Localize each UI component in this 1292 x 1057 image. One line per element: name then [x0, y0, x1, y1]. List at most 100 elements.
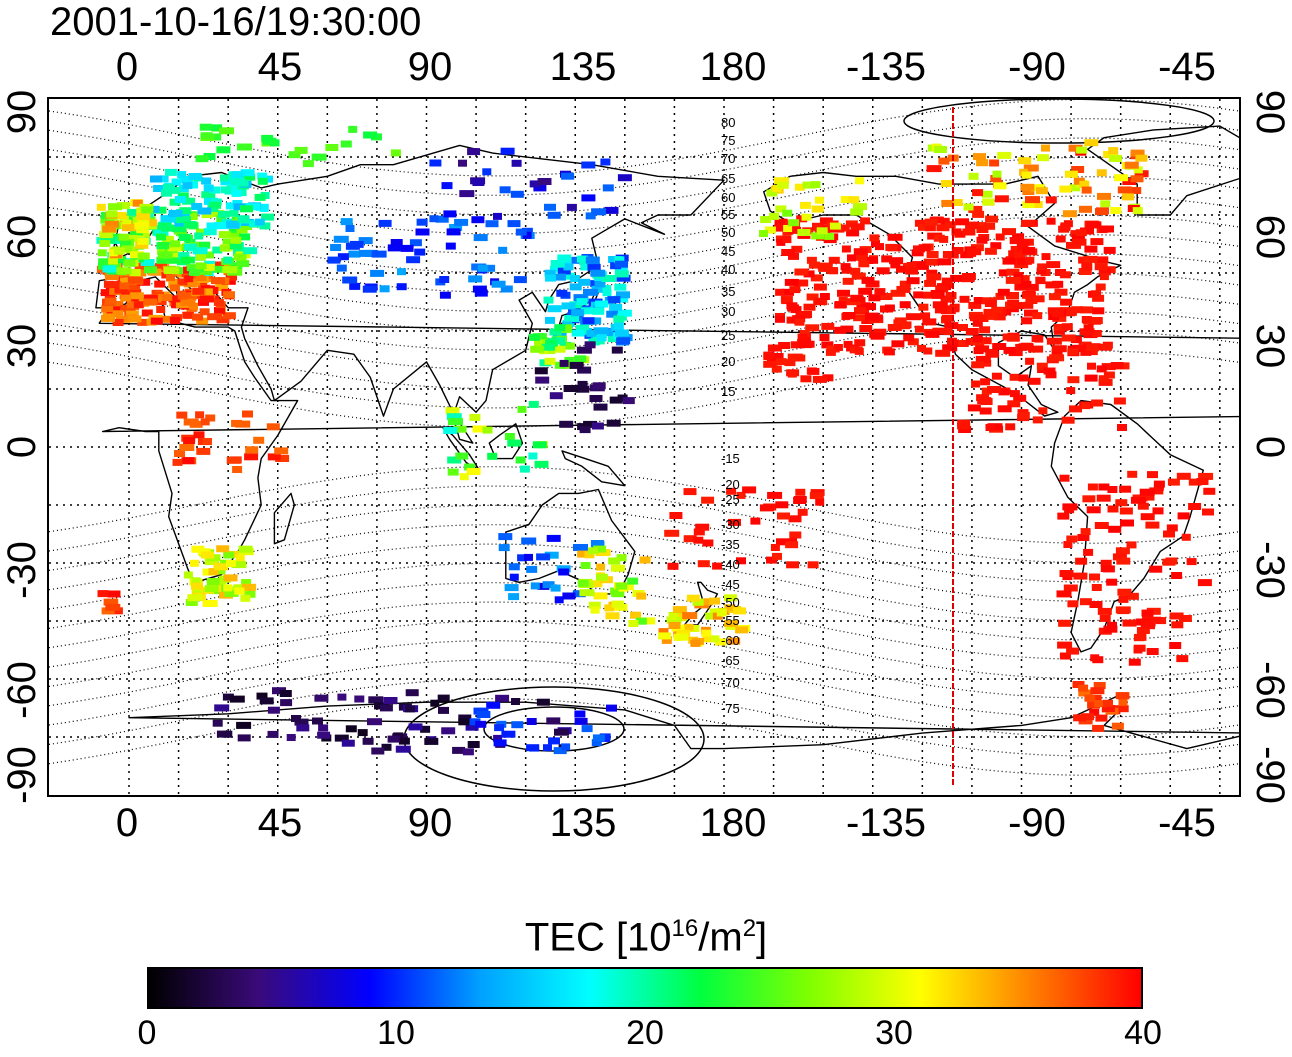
tec-cell	[1061, 334, 1076, 342]
tec-cell	[543, 296, 554, 304]
tec-cell	[245, 446, 259, 454]
tec-cell	[554, 345, 566, 353]
tec-cell	[549, 392, 563, 400]
tec-cell	[1055, 235, 1066, 243]
tec-cell	[611, 600, 624, 608]
tec-cell	[628, 620, 639, 627]
tec-cell	[1022, 246, 1036, 254]
tec-cell	[498, 544, 510, 552]
tec-cell	[788, 515, 802, 523]
tec-cell	[607, 296, 621, 304]
tec-cell	[1089, 601, 1103, 608]
tec-cell	[1119, 485, 1132, 493]
tec-cell	[735, 626, 749, 634]
tec-cell	[476, 711, 491, 718]
tec-cell	[179, 207, 192, 215]
tec-cell	[127, 276, 143, 284]
tec-cell	[944, 221, 956, 229]
tec-cell	[563, 385, 579, 392]
tec-cell	[469, 413, 481, 421]
tec-cell	[406, 256, 421, 264]
tec-cell	[244, 453, 259, 461]
tec-cell	[926, 269, 938, 277]
tec-cell	[493, 212, 502, 220]
tec-cell	[1094, 263, 1108, 271]
tec-cell	[1100, 343, 1113, 351]
tec-cell	[542, 581, 555, 589]
tec-cell	[575, 385, 590, 393]
tec-cell	[682, 612, 698, 620]
tec-cell	[923, 258, 938, 266]
tec-cell	[482, 426, 493, 434]
tec-cell	[206, 222, 218, 230]
tec-cell	[141, 309, 153, 317]
tec-cell	[876, 267, 890, 275]
tec-cell	[811, 205, 824, 213]
tec-cell	[1110, 362, 1124, 369]
tec-cell	[430, 699, 440, 707]
tec-cell	[595, 573, 608, 581]
tec-cell	[1037, 154, 1049, 162]
bottom-lon-tick: 180	[699, 801, 767, 845]
colorbar-tick-label: 20	[626, 1014, 664, 1052]
tec-cell	[429, 215, 439, 223]
tec-cell	[119, 282, 130, 290]
tec-cell	[189, 268, 200, 276]
tec-cell	[1047, 307, 1062, 315]
tec-cell	[220, 174, 229, 182]
tec-cell	[613, 322, 624, 330]
tec-cell	[906, 262, 917, 269]
tec-cell	[544, 357, 556, 365]
tec-cell	[1019, 275, 1030, 283]
tec-cell	[811, 232, 825, 240]
tec-cell	[571, 329, 585, 337]
tec-cell	[172, 458, 183, 466]
tec-cell	[467, 741, 480, 748]
tec-cell	[200, 551, 214, 559]
colorbar-tick-label: 0	[137, 1014, 157, 1052]
tec-cell	[126, 301, 139, 309]
tec-cell	[465, 723, 479, 731]
tec-cell	[936, 224, 950, 232]
tec-cell	[154, 280, 166, 288]
tec-cell	[794, 354, 806, 362]
tec-cell	[249, 220, 260, 228]
tec-cell	[1008, 349, 1023, 357]
tec-cell	[1188, 503, 1202, 510]
tec-cell	[669, 512, 683, 519]
tec-cell	[797, 333, 808, 341]
tec-cell	[661, 636, 672, 644]
tec-cell	[865, 280, 880, 288]
tec-cell	[949, 303, 960, 311]
tec-cell	[767, 344, 782, 352]
tec-cell	[213, 298, 224, 306]
tec-cell	[841, 245, 851, 253]
tec-cell	[907, 338, 919, 346]
tec-cell	[684, 623, 694, 631]
tec-cell	[1122, 178, 1137, 185]
tec-cell	[223, 256, 233, 264]
contour-label: -65	[721, 653, 740, 668]
tec-cell	[452, 746, 466, 754]
tec-cell	[914, 219, 925, 227]
tec-cell	[229, 242, 243, 250]
tec-cell	[1075, 557, 1088, 565]
tec-cell	[793, 497, 807, 504]
tec-cell	[1021, 171, 1032, 179]
tec-cell	[976, 394, 990, 402]
left-lat-tick: 90	[0, 89, 44, 135]
tec-cell	[549, 265, 564, 273]
tec-cell	[1108, 147, 1119, 155]
tec-cell	[562, 592, 576, 600]
tec-cell	[555, 337, 566, 345]
tec-cell	[1065, 308, 1077, 316]
north-oval	[903, 99, 1215, 144]
tec-cell	[1124, 161, 1139, 169]
tec-cell	[116, 202, 130, 210]
tec-cell	[870, 332, 885, 340]
tec-cell	[1025, 297, 1038, 304]
tec-cell	[1032, 416, 1043, 424]
tec-cell	[577, 579, 589, 587]
tec-cell	[592, 307, 605, 315]
tec-cell	[573, 294, 588, 302]
